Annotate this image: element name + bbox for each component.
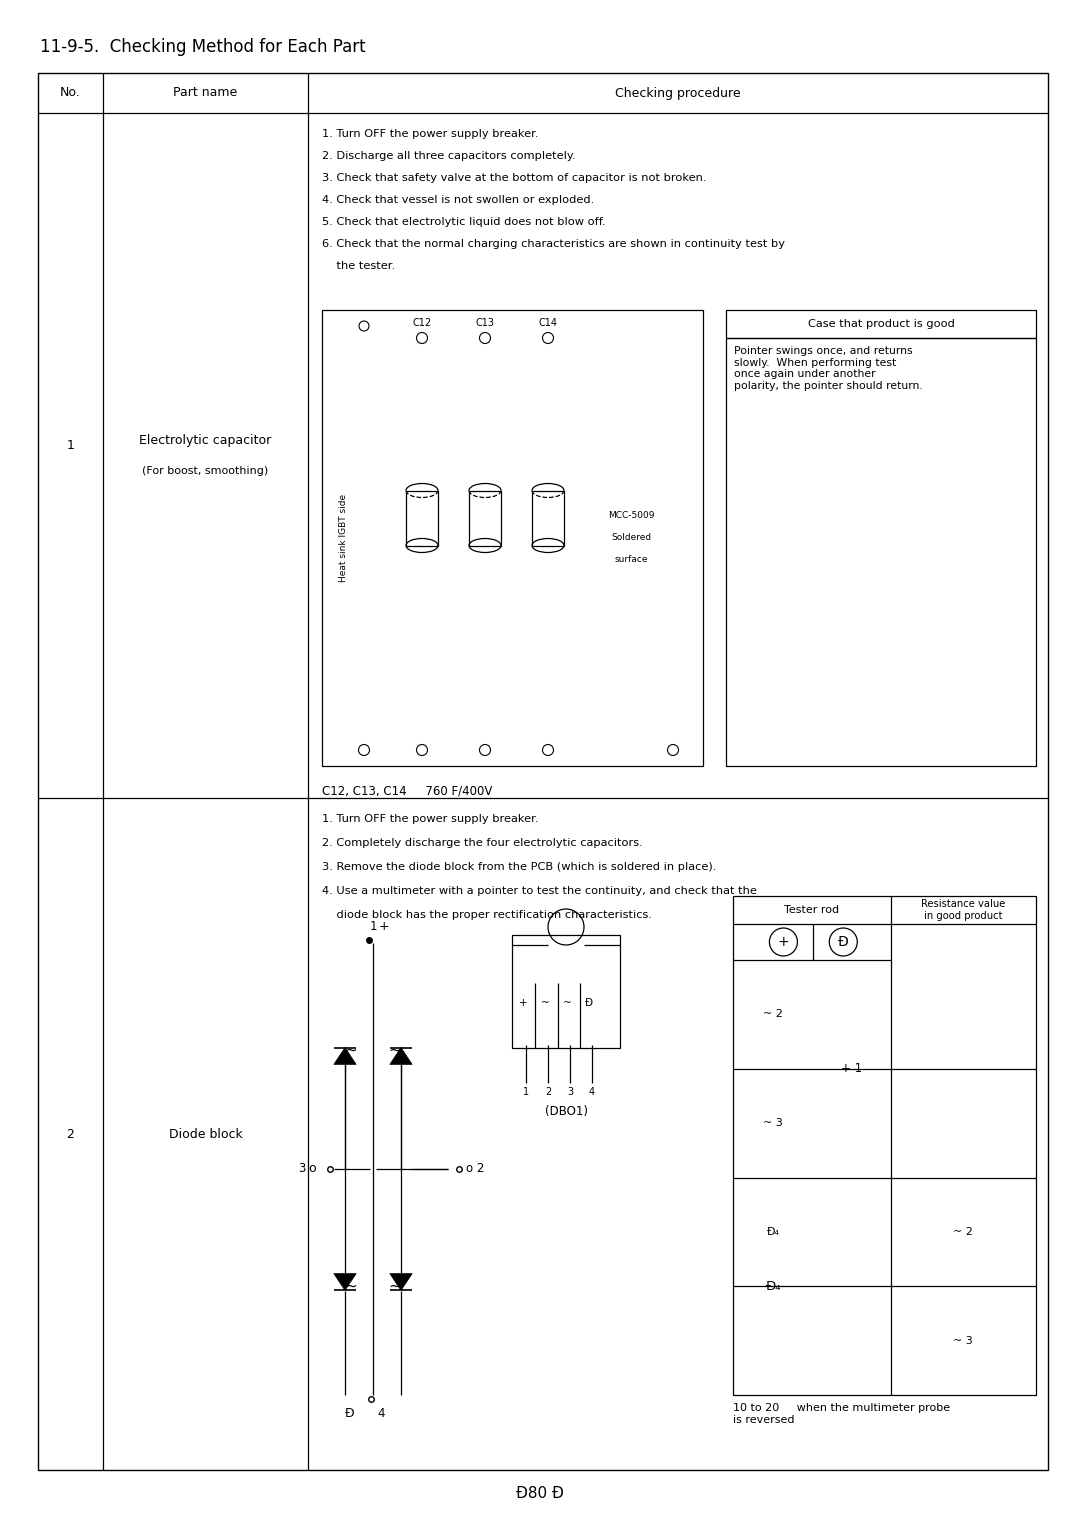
Text: ~ 3: ~ 3 [764, 1118, 783, 1128]
Text: Đ80 Đ: Đ80 Đ [516, 1485, 564, 1500]
Text: Ð: Ð [838, 935, 849, 949]
Bar [532, 490, 564, 545]
Text: (For boost, smoothing): (For boost, smoothing) [143, 466, 269, 475]
Text: Pointer swings once, and returns
slowly.  When performing test
once again under : Pointer swings once, and returns slowly.… [734, 345, 922, 391]
Polygon shape [334, 1274, 356, 1291]
Text: 3: 3 [567, 1086, 573, 1097]
Text: (DBO1): (DBO1) [544, 1105, 588, 1118]
Bar [512, 935, 620, 1048]
Text: C13: C13 [475, 318, 495, 329]
Text: 4: 4 [589, 1086, 595, 1097]
Text: 3. Check that safety valve at the bottom of capacitor is not broken.: 3. Check that safety valve at the bottom… [322, 173, 706, 183]
Text: 2. Completely discharge the four electrolytic capacitors.: 2. Completely discharge the four electro… [322, 837, 643, 848]
Text: 1: 1 [67, 439, 75, 452]
Text: Electrolytic capacitor: Electrolytic capacitor [139, 434, 272, 448]
Text: ~ 2: ~ 2 [764, 1010, 783, 1019]
Bar [469, 490, 501, 545]
Text: Case that product is good: Case that product is good [808, 319, 955, 329]
Text: Ð₄: Ð₄ [767, 1227, 780, 1236]
Text: ~: ~ [389, 1042, 402, 1057]
Text: ~ 2: ~ 2 [954, 1227, 973, 1236]
Text: C12: C12 [413, 318, 432, 329]
Text: Ð₄: Ð₄ [766, 1280, 781, 1293]
Text: 1: 1 [523, 1086, 529, 1097]
Text: Ð: Ð [585, 998, 593, 1008]
Text: surface: surface [615, 556, 648, 564]
Text: 1. Turn OFF the power supply breaker.: 1. Turn OFF the power supply breaker. [322, 128, 539, 139]
Text: 3: 3 [299, 1163, 306, 1175]
Text: Tester rod: Tester rod [784, 905, 839, 915]
Text: 6. Check that the normal charging characteristics are shown in continuity test b: 6. Check that the normal charging charac… [322, 238, 785, 249]
Text: ~: ~ [389, 1279, 402, 1294]
Text: 4: 4 [377, 1407, 384, 1420]
Text: 1: 1 [369, 920, 377, 934]
Text: Diode block: Diode block [168, 1128, 242, 1140]
Text: 2: 2 [67, 1128, 75, 1140]
Text: Checking procedure: Checking procedure [616, 87, 741, 99]
Text: ~: ~ [345, 1279, 357, 1294]
Text: + 1: + 1 [841, 1062, 863, 1076]
Text: ~: ~ [563, 998, 571, 1008]
Polygon shape [390, 1048, 413, 1065]
Text: Soldered: Soldered [611, 533, 651, 542]
Text: ~: ~ [345, 1042, 357, 1057]
Text: 5. Check that electrolytic liquid does not blow off.: 5. Check that electrolytic liquid does n… [322, 217, 606, 228]
Bar [726, 338, 1036, 766]
Text: 2. Discharge all three capacitors completely.: 2. Discharge all three capacitors comple… [322, 151, 576, 160]
Bar [406, 490, 438, 545]
Text: ~: ~ [541, 998, 550, 1008]
Polygon shape [334, 1048, 356, 1065]
Text: Part name: Part name [174, 87, 238, 99]
Text: diode block has the proper rectification characteristics.: diode block has the proper rectification… [322, 911, 652, 920]
Text: 3. Remove the diode block from the PCB (which is soldered in place).: 3. Remove the diode block from the PCB (… [322, 862, 716, 872]
Text: o 2: o 2 [465, 1163, 484, 1175]
Bar [733, 895, 1036, 1395]
Text: 11-9-5.  Checking Method for Each Part: 11-9-5. Checking Method for Each Part [40, 38, 366, 57]
Text: C12, C13, C14     760 F/400V: C12, C13, C14 760 F/400V [322, 784, 492, 798]
Text: C14: C14 [539, 318, 557, 329]
Text: 10 to 20     when the multimeter probe
is reversed: 10 to 20 when the multimeter probe is re… [733, 1403, 950, 1424]
Text: 2: 2 [545, 1086, 551, 1097]
Text: MCC-5009: MCC-5009 [608, 512, 654, 521]
Text: Ð: Ð [346, 1407, 355, 1420]
Text: 4. Check that vessel is not swollen or exploded.: 4. Check that vessel is not swollen or e… [322, 196, 594, 205]
Polygon shape [390, 1274, 413, 1291]
Text: Heat sink IGBT side: Heat sink IGBT side [339, 494, 349, 582]
Bar [726, 310, 1036, 338]
Text: No.: No. [60, 87, 81, 99]
Text: o: o [309, 1163, 316, 1175]
Text: +: + [379, 920, 390, 934]
Text: +: + [518, 998, 527, 1008]
Text: 1. Turn OFF the power supply breaker.: 1. Turn OFF the power supply breaker. [322, 814, 539, 824]
Text: ~ 3: ~ 3 [954, 1335, 973, 1346]
Text: the tester.: the tester. [322, 261, 395, 270]
Text: +: + [778, 935, 789, 949]
Text: 4. Use a multimeter with a pointer to test the continuity, and check that the: 4. Use a multimeter with a pointer to te… [322, 886, 757, 895]
Bar [322, 310, 703, 766]
Text: Resistance value
in good product: Resistance value in good product [921, 898, 1005, 921]
